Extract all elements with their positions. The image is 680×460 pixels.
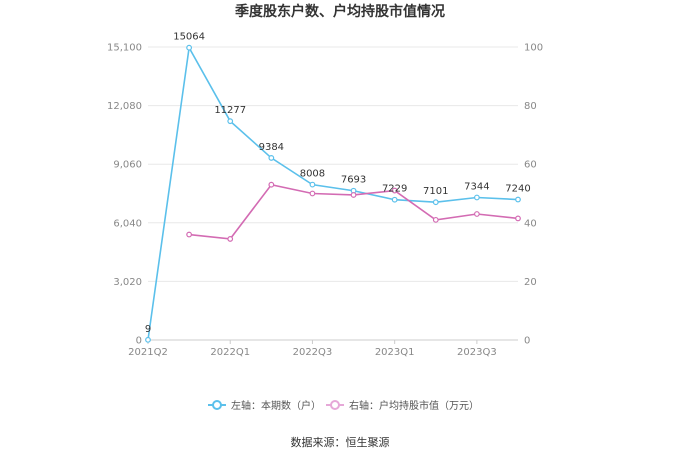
- data-label: 7693: [341, 175, 366, 186]
- series-left-point[interactable]: [432, 199, 439, 206]
- series-left-lines: [145, 44, 521, 343]
- y-left-tick-label: 0: [136, 336, 142, 347]
- legend-left-label: 左轴：本期数（户）: [231, 399, 321, 412]
- data-label: 15064: [173, 32, 205, 43]
- x-tick-label: 2021Q2: [128, 347, 168, 358]
- axes: 0 3,020 6,040 9,060 12,080 15,100 0 20 40 60 80 100…: [107, 43, 543, 359]
- series-left-point[interactable]: [515, 196, 521, 203]
- y-left-tick-label: 9,060: [113, 160, 142, 171]
- y-right-tick-label: 0: [524, 336, 530, 347]
- series-left-line: [147, 45, 519, 340]
- data-label: 9384: [259, 142, 284, 153]
- data-label: 9: [145, 324, 151, 335]
- y-right-tick-label: 100: [524, 43, 543, 54]
- series-right-point[interactable]: [515, 215, 521, 222]
- data-label: 8008: [300, 169, 325, 180]
- y-left-tick-label: 3,020: [113, 277, 142, 288]
- series-right-lines: [186, 181, 521, 242]
- legend: 左轴：本期数（户） 右轴：户均持股市值（万元）: [208, 399, 479, 412]
- legend-left-marker: [212, 400, 222, 410]
- series-right-point[interactable]: [268, 181, 275, 188]
- y-right-tick-label: 40: [524, 218, 537, 229]
- legend-item-left[interactable]: 左轴：本期数（户）: [208, 399, 321, 412]
- series-right-point[interactable]: [309, 190, 316, 197]
- y-right-tick-label: 80: [524, 101, 537, 112]
- x-tick-label: 2022Q3: [293, 347, 333, 358]
- data-label: 7344: [464, 181, 489, 192]
- data-label: 7240: [505, 184, 530, 195]
- data-label: 7229: [382, 184, 407, 195]
- data-label: 11277: [214, 105, 246, 116]
- x-tick-label: 2023Q3: [457, 347, 497, 358]
- x-tick-label: 2022Q1: [210, 347, 250, 358]
- series-left-point[interactable]: [145, 336, 151, 343]
- data-label: 7101: [423, 186, 448, 197]
- series-left-point[interactable]: [391, 196, 398, 203]
- y-right-tick-label: 60: [524, 160, 537, 171]
- y-left-tick-label: 12,080: [107, 101, 142, 112]
- series-left-point[interactable]: [473, 194, 480, 201]
- legend-right-label: 右轴：户均持股市值（万元）: [349, 399, 479, 412]
- series-left-point[interactable]: [268, 155, 275, 161]
- chart-title: 季度股东户数、户均持股市值情况: [234, 3, 445, 20]
- legend-item-right[interactable]: 右轴：户均持股市值（万元）: [326, 399, 479, 412]
- data-source: 数据来源：恒生聚源: [291, 435, 390, 449]
- series-right-point[interactable]: [391, 187, 398, 194]
- y-left-tick-label: 6,040: [113, 218, 142, 229]
- grid: [148, 46, 518, 282]
- y-right-tick-label: 20: [524, 277, 537, 288]
- series-left-point[interactable]: [227, 118, 234, 125]
- series-right-point[interactable]: [473, 211, 480, 217]
- series-left-point[interactable]: [309, 181, 316, 188]
- series-left-point[interactable]: [186, 44, 193, 51]
- y-left-tick-label: 15,100: [107, 43, 142, 54]
- series-right-point[interactable]: [432, 216, 439, 223]
- x-tick-label: 2023Q1: [375, 347, 415, 358]
- series-right-point[interactable]: [350, 192, 357, 198]
- data-labels: 9 15064 11277 9384 8008 7693 7229 7101 7344 7240: [145, 32, 531, 335]
- series-right-point[interactable]: [227, 236, 234, 242]
- series-right-point[interactable]: [186, 231, 193, 238]
- legend-right-marker: [330, 400, 340, 410]
